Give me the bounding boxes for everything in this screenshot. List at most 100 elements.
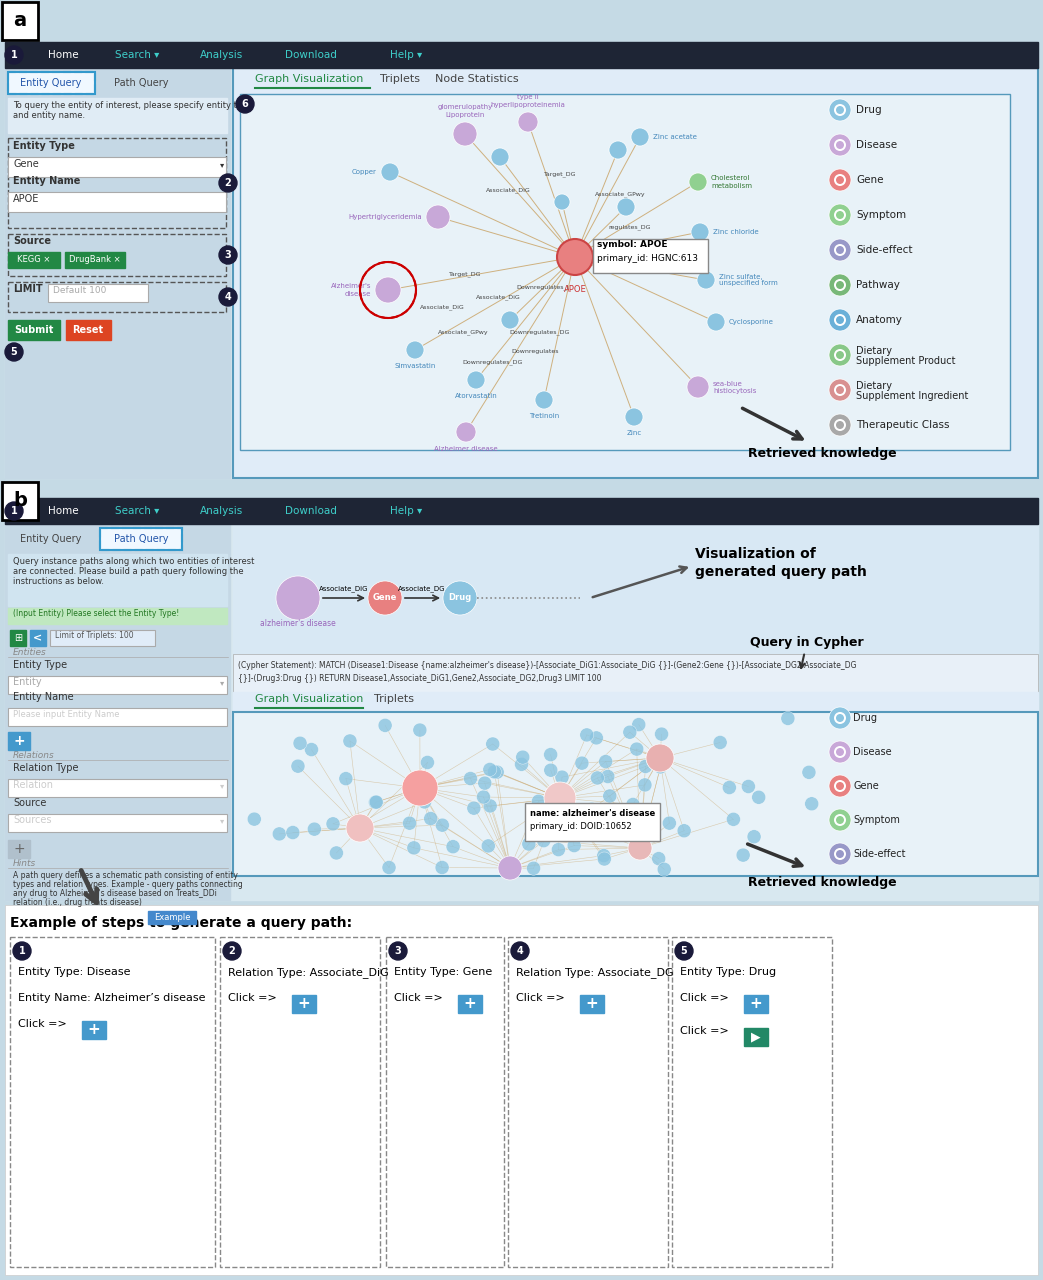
Text: 2: 2 <box>224 178 232 188</box>
Circle shape <box>609 141 627 159</box>
Circle shape <box>379 718 392 732</box>
Text: Target_DG: Target_DG <box>634 244 666 250</box>
FancyBboxPatch shape <box>593 239 708 273</box>
Circle shape <box>677 824 692 838</box>
FancyBboxPatch shape <box>2 3 38 40</box>
Text: Please input Entity Name: Please input Entity Name <box>13 710 120 719</box>
Text: generated query path: generated query path <box>695 564 867 579</box>
Text: <: < <box>33 634 43 643</box>
Bar <box>8 282 226 312</box>
Circle shape <box>626 797 640 812</box>
Text: Side-effect: Side-effect <box>853 849 905 859</box>
Circle shape <box>834 314 846 326</box>
Circle shape <box>426 205 450 229</box>
FancyBboxPatch shape <box>100 527 181 550</box>
Text: Side-effect: Side-effect <box>856 244 913 255</box>
Text: Entity Name: Entity Name <box>13 692 74 701</box>
Text: (Cypher Statement): MATCH (Disease1:Disease {name:alzheimer's disease})-[Associa: (Cypher Statement): MATCH (Disease1:Dise… <box>238 660 856 669</box>
Text: Home: Home <box>48 506 78 516</box>
Circle shape <box>413 723 427 737</box>
FancyBboxPatch shape <box>8 192 226 212</box>
Text: Alzheimer disease: Alzheimer disease <box>434 445 498 452</box>
Text: Associate_DiG: Associate_DiG <box>486 187 531 193</box>
Text: Source: Source <box>13 236 51 246</box>
Text: 2: 2 <box>228 946 236 956</box>
Text: glomerulopathy: glomerulopathy <box>437 104 492 110</box>
Circle shape <box>713 736 727 750</box>
Circle shape <box>368 581 402 614</box>
Circle shape <box>597 849 611 863</box>
Circle shape <box>511 942 529 960</box>
Text: Example of steps to generate a query path:: Example of steps to generate a query pat… <box>10 916 353 931</box>
Circle shape <box>707 314 725 332</box>
Text: Help ▾: Help ▾ <box>390 506 422 516</box>
Circle shape <box>652 851 665 865</box>
Circle shape <box>599 754 612 768</box>
Circle shape <box>834 712 846 724</box>
FancyBboxPatch shape <box>8 99 227 133</box>
Circle shape <box>483 799 498 813</box>
Circle shape <box>557 239 593 275</box>
Text: Dietary: Dietary <box>856 381 892 390</box>
Circle shape <box>514 758 529 772</box>
Text: Associate_GPwy: Associate_GPwy <box>595 191 646 197</box>
Text: Dietary: Dietary <box>856 346 892 356</box>
Circle shape <box>453 122 477 146</box>
Text: Associate_DiG: Associate_DiG <box>319 585 369 591</box>
FancyBboxPatch shape <box>8 608 227 623</box>
Text: Supplement Ingredient: Supplement Ingredient <box>856 390 968 401</box>
Text: Click =>: Click => <box>228 993 276 1004</box>
Circle shape <box>689 173 707 191</box>
FancyBboxPatch shape <box>8 157 226 177</box>
Text: Supplement Product: Supplement Product <box>856 356 955 366</box>
Text: A path query defines a schematic path consisting of entity: A path query defines a schematic path co… <box>13 870 238 881</box>
Text: Path Query: Path Query <box>114 534 168 544</box>
Circle shape <box>834 349 846 361</box>
Text: Entity Query: Entity Query <box>20 534 81 544</box>
Text: a: a <box>14 12 26 31</box>
Circle shape <box>272 827 287 841</box>
Text: Retrieved knowledge: Retrieved knowledge <box>748 876 897 890</box>
Text: primary_id: HGNC:613: primary_id: HGNC:613 <box>597 253 698 262</box>
Circle shape <box>580 728 593 742</box>
Text: sea-blue
histiocytosis: sea-blue histiocytosis <box>713 380 756 393</box>
Text: Triplets: Triplets <box>374 694 414 704</box>
Circle shape <box>543 763 558 777</box>
Text: Associate_DG: Associate_DG <box>398 585 445 591</box>
Bar <box>8 138 226 228</box>
Circle shape <box>555 771 569 785</box>
Circle shape <box>829 169 851 191</box>
Text: +: + <box>464 997 477 1011</box>
Text: Help ▾: Help ▾ <box>390 50 422 60</box>
Circle shape <box>829 274 851 296</box>
Text: Therapeutic Class: Therapeutic Class <box>856 420 949 430</box>
Text: Click =>: Click => <box>680 1027 729 1036</box>
Circle shape <box>657 863 672 877</box>
Text: 5: 5 <box>681 946 687 956</box>
Text: hyperlipoproteinemia: hyperlipoproteinemia <box>490 102 565 108</box>
FancyBboxPatch shape <box>525 803 660 841</box>
FancyBboxPatch shape <box>8 732 30 750</box>
Text: Hypertriglyceridemia: Hypertriglyceridemia <box>348 214 422 220</box>
Text: Entity Type: Entity Type <box>13 141 75 151</box>
Text: Analysis: Analysis <box>200 506 243 516</box>
FancyBboxPatch shape <box>5 68 1038 477</box>
Circle shape <box>829 308 851 332</box>
Text: +: + <box>14 842 25 856</box>
Bar <box>386 937 504 1267</box>
FancyBboxPatch shape <box>458 995 482 1012</box>
Bar <box>100 527 181 550</box>
Circle shape <box>558 812 573 826</box>
Text: Click =>: Click => <box>516 993 564 1004</box>
Text: primary_id: DOID:10652: primary_id: DOID:10652 <box>530 822 632 831</box>
FancyBboxPatch shape <box>8 554 227 605</box>
Text: Click =>: Click => <box>18 1019 67 1029</box>
Circle shape <box>675 942 693 960</box>
Text: Downregulates_DG: Downregulates_DG <box>510 329 571 335</box>
Circle shape <box>625 408 642 426</box>
Circle shape <box>829 707 851 730</box>
Circle shape <box>603 788 616 803</box>
Text: LIMIT: LIMIT <box>13 284 43 294</box>
Circle shape <box>501 311 519 329</box>
Circle shape <box>456 422 476 442</box>
